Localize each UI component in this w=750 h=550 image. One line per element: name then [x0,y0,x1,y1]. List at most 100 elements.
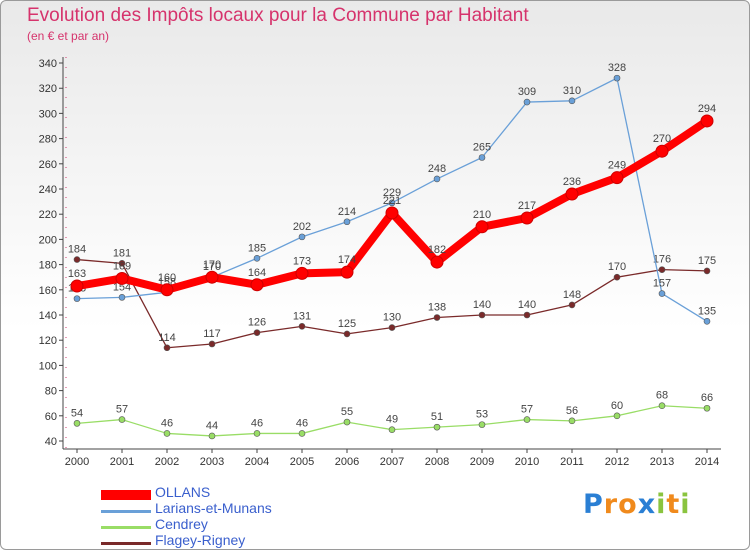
data-point [700,114,714,128]
x-tick-label: 2011 [560,456,584,468]
y-tick-label: 120 [39,335,57,347]
data-label: 170 [203,259,221,271]
data-point [565,187,579,201]
data-label: 138 [428,302,446,314]
y-tick-label: 260 [39,159,57,171]
data-point [388,199,396,207]
data-point [478,154,486,161]
data-label: 170 [203,261,221,273]
y-tick-label: 240 [39,184,57,196]
data-point [253,329,261,336]
data-point [523,416,531,423]
logo-letter: o [618,489,638,520]
data-point [433,175,441,183]
y-tick-label: 200 [39,234,57,246]
y-tick-label: 140 [39,310,57,322]
data-label: 248 [428,163,446,175]
legend-item-flagey-rigney: Flagey-Rigney [101,532,361,549]
data-point [208,432,216,440]
chart-subtitle: (en € et par an) [27,29,110,43]
data-label: 169 [113,260,131,272]
data-label: 202 [293,221,311,233]
data-point [475,220,489,234]
data-point [70,279,84,293]
data-point [73,295,81,302]
legend-label: Flagey-Rigney [155,532,246,548]
x-tick-label: 2002 [155,456,179,468]
data-label: 55 [341,406,353,418]
data-label: 163 [68,268,86,280]
data-point [163,430,171,437]
data-label: 182 [428,244,446,256]
data-label: 265 [473,142,491,154]
data-label: 51 [431,411,443,423]
legend-label: OLLANS [155,484,211,500]
data-label: 174 [338,254,356,266]
data-point [613,273,621,281]
data-label: 221 [383,195,401,207]
logo-letter: i [680,489,691,520]
legend-swatch [101,490,151,500]
data-point [703,267,711,275]
data-label: 53 [476,409,488,421]
data-point [478,311,486,319]
legend-swatch [101,541,151,545]
data-point [163,344,171,352]
data-point [568,301,576,309]
x-tick-label: 2010 [515,456,539,468]
data-label: 117 [203,328,221,340]
data-point [430,255,444,269]
data-label: 270 [653,133,671,145]
data-point [613,412,621,420]
y-tick-label: 280 [39,134,57,146]
x-tick-label: 2009 [470,456,494,468]
data-label: 249 [608,160,626,172]
legend-item-ollans: OLLANS [101,484,361,503]
data-point [73,256,81,263]
data-label: 185 [248,242,266,254]
data-point [73,420,81,427]
data-point [478,421,486,428]
data-label: 214 [338,206,356,218]
y-tick-label: 80 [45,386,57,398]
data-point [253,254,261,262]
data-point [658,402,666,410]
data-label: 46 [251,417,263,429]
x-tick-label: 2005 [290,456,314,468]
y-tick-label: 40 [45,436,57,448]
data-point [703,404,711,412]
data-point [160,283,174,297]
data-label: 140 [473,299,491,311]
data-label: 164 [248,267,266,279]
data-label: 309 [518,86,536,98]
legend-label: Cendrey [155,516,208,532]
data-point [388,426,396,433]
data-label: 46 [296,417,308,429]
x-tick-label: 2014 [695,456,719,468]
data-point [208,340,216,348]
data-point [433,423,441,431]
data-label: 229 [383,187,401,199]
x-tick-label: 2008 [425,456,449,468]
data-label: 130 [383,312,401,324]
proxiti-logo: Proxiti [583,489,691,520]
y-tick-label: 100 [39,360,57,372]
data-point [433,314,441,321]
x-tick-label: 2000 [65,456,89,468]
x-tick-label: 2004 [245,456,269,468]
data-label: 310 [563,85,581,97]
logo-letter: i [656,489,667,520]
data-label: 157 [653,278,671,290]
data-label: 66 [701,392,713,404]
data-point [523,311,531,319]
data-point [613,74,621,82]
data-point [343,330,351,338]
y-tick-label: 320 [39,83,57,95]
y-tick-label: 220 [39,209,57,221]
data-point [385,206,399,220]
data-label: 170 [608,261,626,273]
logo-letter: P [583,489,604,520]
data-point [523,98,531,106]
data-label: 126 [248,317,266,329]
